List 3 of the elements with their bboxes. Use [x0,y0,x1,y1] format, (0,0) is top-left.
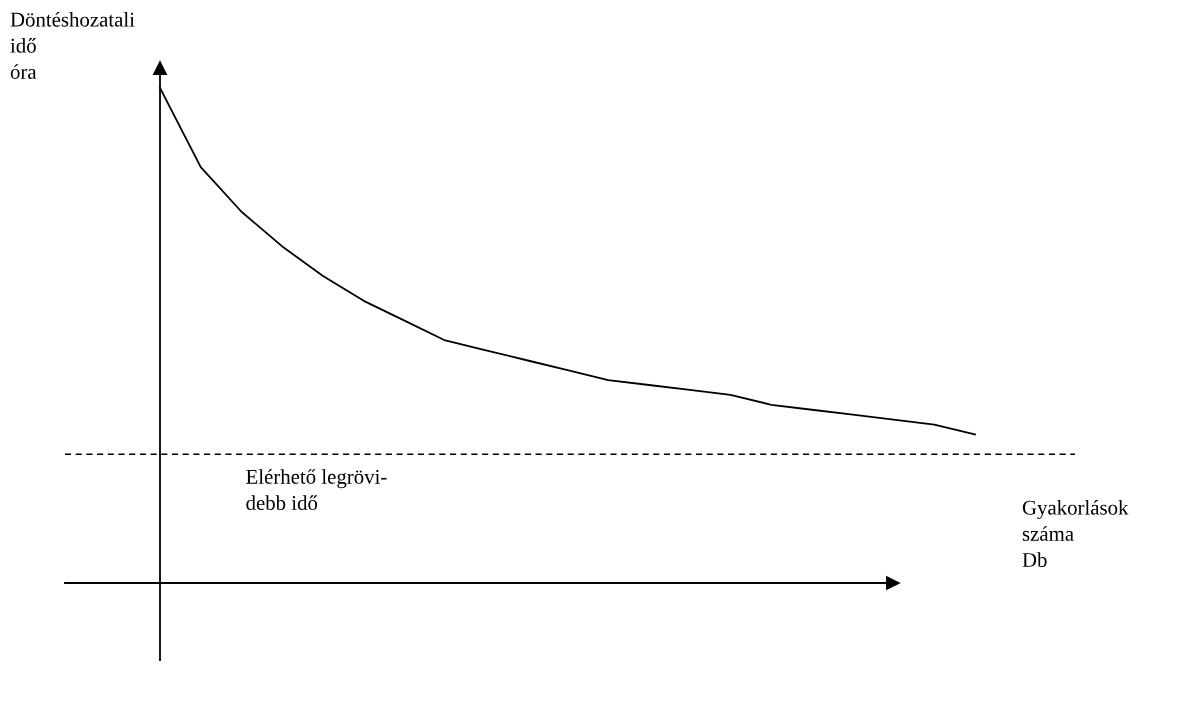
ref-line-label: Elérhető legrövi- debb idő [246,469,387,511]
x-axis-title: Gyakorlások száma Db [1022,500,1129,567]
y-axis-title: Döntéshozatali idő óra [10,11,135,79]
